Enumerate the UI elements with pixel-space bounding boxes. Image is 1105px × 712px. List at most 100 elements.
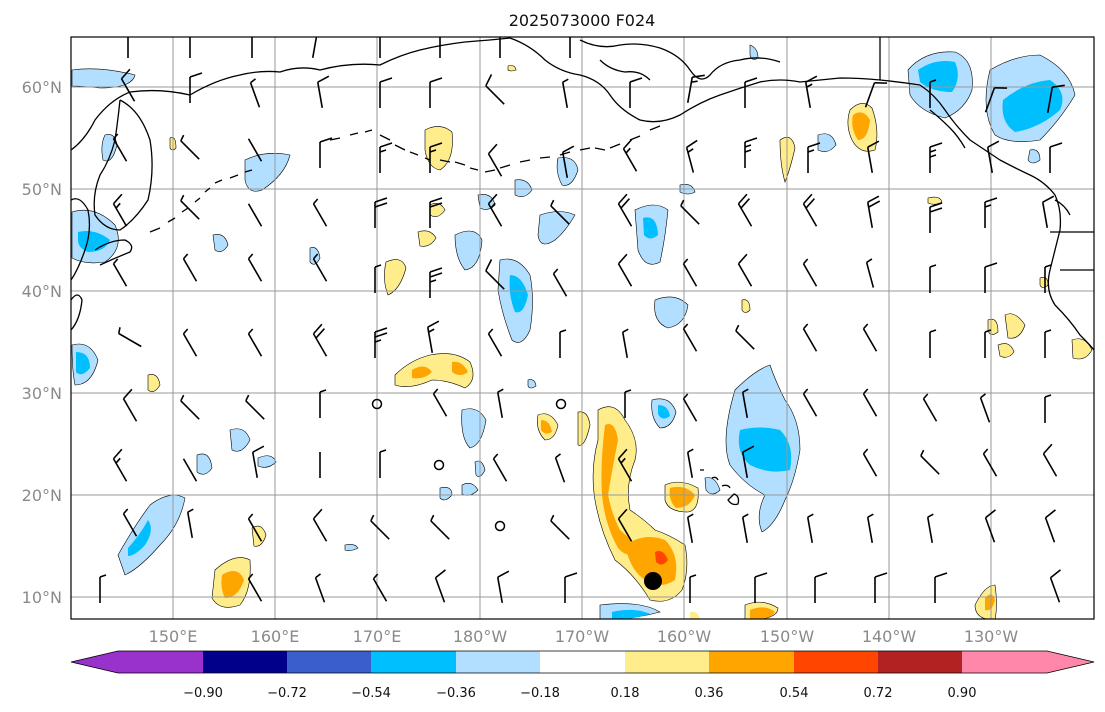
wind-barb — [314, 573, 326, 603]
wind-barb — [312, 198, 328, 227]
wind-barb — [374, 197, 388, 228]
wind-barb — [802, 323, 818, 352]
wind-barb — [926, 513, 934, 543]
wind-barb — [982, 448, 998, 477]
wind-barb — [247, 513, 263, 542]
wind-barb — [429, 77, 443, 108]
wind-barb — [550, 199, 570, 225]
wind-barb — [622, 138, 638, 172]
wind-barb — [499, 37, 501, 58]
colorbar-extend-min — [71, 651, 118, 673]
wind-barb — [862, 448, 878, 477]
wind-barb — [122, 388, 138, 422]
wind-barb — [984, 197, 998, 228]
wind-barb — [182, 458, 198, 482]
wind-barb — [929, 79, 937, 108]
wind-barb — [496, 570, 510, 603]
storm-center-marker — [644, 572, 662, 590]
lon-label: 140°W — [862, 627, 917, 646]
lat-label: 60°N — [22, 78, 62, 97]
colorbar-bin — [287, 651, 371, 673]
wind-barb — [189, 72, 203, 103]
colorbar-tick-label: 0.54 — [780, 686, 809, 701]
wind-barb — [735, 324, 755, 350]
wind-barb — [802, 193, 818, 227]
lat-label: 50°N — [22, 180, 62, 199]
wind-barb — [807, 142, 821, 173]
wind-barb — [99, 574, 107, 603]
wind-barb — [127, 37, 129, 58]
wind-barb — [1044, 509, 1056, 543]
colorbar-tick-label: −0.72 — [267, 686, 307, 701]
wind-barb — [379, 142, 393, 173]
wind-barb — [1046, 84, 1065, 113]
wind-barb — [864, 81, 888, 108]
wind-barb — [311, 37, 319, 58]
wind-barb — [929, 264, 937, 293]
wind-barb — [180, 134, 200, 160]
wind-barb — [874, 572, 888, 603]
colorbar-bin — [794, 651, 878, 673]
wind-barb — [737, 193, 753, 227]
wind-barb — [249, 78, 261, 108]
wind-barb — [319, 389, 327, 418]
wind-barb — [929, 202, 943, 233]
wind-barb — [682, 323, 698, 352]
wind-barb — [1041, 195, 1055, 228]
wind-barb — [569, 37, 573, 58]
wind-barb — [112, 133, 128, 162]
colorbar-tick-label: −0.90 — [183, 686, 223, 701]
wind-barb — [379, 449, 387, 478]
wind-barb — [312, 508, 328, 542]
lon-label: 180°W — [453, 627, 508, 646]
wind-barb — [561, 145, 575, 178]
wind-barb — [617, 448, 633, 482]
wind-barb — [1042, 443, 1058, 477]
wind-barb — [112, 448, 128, 482]
wind-barb — [487, 143, 503, 177]
wind-barb — [251, 37, 253, 58]
latitude-labels: 60°N 50°N 40°N 30°N 20°N 10°N — [22, 78, 62, 607]
wind-barb — [866, 140, 880, 173]
wind-barb — [737, 253, 753, 287]
colorbar-bin — [456, 651, 540, 673]
wind-barb — [374, 264, 382, 293]
wind-barb — [186, 508, 194, 538]
wind-barb — [804, 75, 818, 108]
wind-barb — [180, 394, 200, 420]
wind-barb — [741, 513, 749, 543]
wind-barb — [979, 393, 991, 423]
wind-barb — [564, 572, 578, 603]
wind-barb — [312, 323, 328, 357]
wind-barb — [686, 74, 705, 103]
wind-barb — [550, 514, 570, 540]
colorbar-tick-label: −0.36 — [436, 686, 476, 701]
wind-barb — [686, 448, 694, 478]
wind-barb — [865, 258, 875, 288]
wind-barb — [487, 328, 503, 357]
colorbar-bin — [203, 651, 287, 673]
colorbar — [70, 650, 1095, 674]
colorbar-tick-label: 0.90 — [948, 686, 977, 701]
wind-barb — [429, 197, 443, 228]
map-layer — [71, 37, 1094, 619]
wind-barb — [744, 77, 758, 108]
lon-label: 160°E — [251, 627, 300, 646]
wind-barb — [112, 193, 128, 227]
wind-barb — [862, 388, 878, 417]
wind-barb — [1049, 142, 1063, 173]
map-title: 2025073000 F024 — [509, 11, 656, 30]
colorbar-bin — [709, 651, 794, 673]
colorbar-bin — [540, 651, 625, 673]
wind-barb — [379, 37, 381, 58]
colorbar-labels: −0.90 −0.72 −0.54 −0.36 −0.18 0.18 0.36 … — [183, 686, 976, 701]
contour-fills — [71, 44, 1093, 619]
wind-barb — [617, 253, 633, 287]
wind-barb — [182, 328, 198, 357]
wind-barb — [379, 77, 393, 108]
colorbar-tick-label: −0.54 — [351, 686, 391, 701]
wind-barb — [929, 142, 943, 173]
wind-barb — [866, 513, 874, 543]
wind-barb — [1044, 329, 1052, 358]
